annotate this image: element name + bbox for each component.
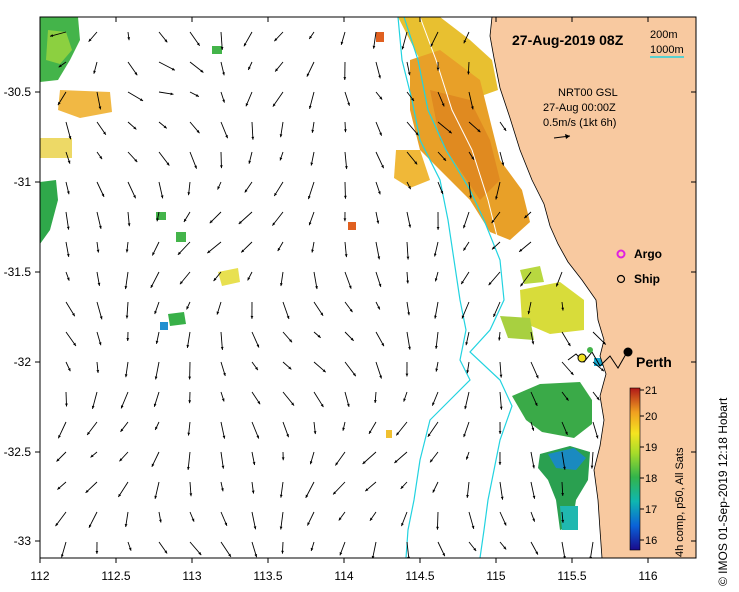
isobath-1000m <box>397 17 471 558</box>
y-tick-label: -31 <box>14 175 32 189</box>
argo-legend-icon <box>616 249 626 259</box>
x-tick-label: 114 <box>334 569 353 583</box>
sst-colorbar <box>629 387 641 551</box>
product-date: 27-Aug 00:00Z <box>543 102 616 114</box>
y-tick-label: -32 <box>14 355 32 369</box>
depth-legend-200m: 200m <box>650 29 678 41</box>
x-tick-label: 114.5 <box>405 569 434 583</box>
x-tick-label: 116 <box>638 569 657 583</box>
colorbar-title: 4h comp, p50, All Sats <box>674 447 686 557</box>
product-scale: 0.5m/s (1kt 6h) <box>543 117 616 129</box>
colorbar-tick-label: 17 <box>645 504 657 516</box>
x-tick-label: 113 <box>182 569 201 583</box>
x-tick-label: 115.5 <box>557 569 586 583</box>
x-axis: 112 112.5 113 113.5 114 114.5 115 115.5 116 <box>30 17 658 583</box>
map-title: 27-Aug-2019 08Z <box>512 32 624 48</box>
land-western-australia <box>489 17 696 558</box>
x-tick-label: 115 <box>486 569 505 583</box>
x-tick-label: 112.5 <box>101 569 130 583</box>
current-vectors <box>49 31 607 558</box>
colorbar-ticks: 21 20 19 18 17 16 <box>640 385 657 547</box>
city-label-perth: Perth <box>636 354 672 370</box>
colorbar-tick-label: 21 <box>645 385 657 397</box>
colorbar-tick-label: 20 <box>645 411 657 423</box>
isobath-200m <box>403 17 513 558</box>
argo-position-icon <box>587 347 593 353</box>
colorbar-tick-label: 18 <box>645 473 657 485</box>
y-tick-label: -32.5 <box>4 445 32 459</box>
ship-label: Ship <box>634 272 660 286</box>
x-tick-label: 113.5 <box>253 569 282 583</box>
colorbar-tick-label: 16 <box>645 535 657 547</box>
ship-legend-icon <box>616 274 626 284</box>
colorbar-tick-label: 19 <box>645 442 657 454</box>
y-tick-label: -31.5 <box>4 265 32 279</box>
plot-frame <box>39 16 697 559</box>
credit-text: © IMOS 01-Sep-2019 12:18 Hobart <box>716 397 730 586</box>
y-tick-label: -30.5 <box>4 85 32 99</box>
y-axis: -30.5 -31 -31.5 -32 -32.5 -33 <box>4 85 696 548</box>
argo-label: Argo <box>634 247 662 261</box>
x-tick-label: 112 <box>30 569 49 583</box>
depth-legend-1000m: 1000m <box>650 44 684 56</box>
y-tick-label: -33 <box>14 534 32 548</box>
ship-position-icon <box>577 353 587 363</box>
product-name: NRT00 GSL <box>558 87 618 99</box>
